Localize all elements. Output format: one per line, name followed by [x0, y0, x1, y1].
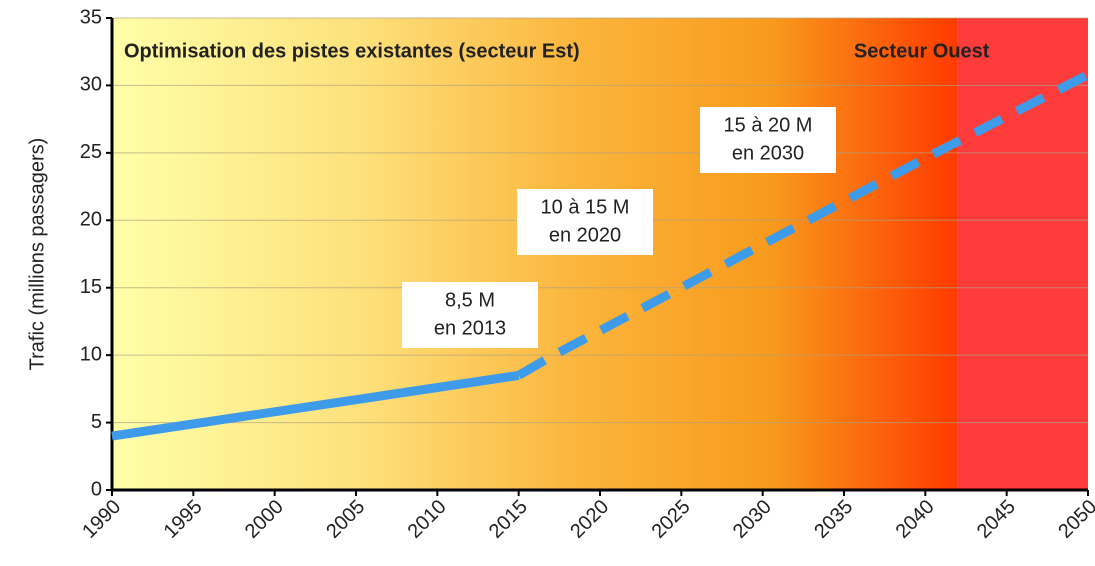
x-tick-label: 2050	[1054, 496, 1095, 543]
x-tick-label: 1990	[78, 496, 125, 543]
x-tick-label: 2005	[322, 496, 369, 543]
annotation-text: 15 à 20 M	[724, 114, 813, 136]
y-tick-label: 5	[91, 411, 102, 433]
series-line	[111, 370, 520, 441]
x-tick-label: 2015	[485, 496, 532, 543]
y-tick-label: 35	[80, 6, 102, 28]
x-tick-label: 2020	[566, 496, 613, 543]
annotation-text: 8,5 M	[445, 289, 495, 311]
y-tick-label: 10	[80, 343, 102, 365]
annotation-box	[700, 107, 836, 173]
region	[957, 18, 1088, 490]
annotation-text: 10 à 15 M	[541, 196, 630, 218]
annotation-text: en 2013	[434, 317, 506, 339]
region-label: Secteur Ouest	[854, 40, 990, 62]
y-tick-label: 0	[91, 478, 102, 500]
x-tick-label: 2035	[810, 496, 857, 543]
x-tick-label: 2010	[404, 496, 451, 543]
series-line	[516, 70, 1091, 380]
annotation-box	[402, 282, 538, 348]
annotation-box	[517, 189, 653, 255]
y-tick-label: 25	[80, 141, 102, 163]
annotation-text: en 2030	[732, 142, 804, 164]
annotation-text: en 2020	[549, 224, 621, 246]
x-tick-label: 2030	[729, 496, 776, 543]
x-tick-label: 2045	[973, 496, 1020, 543]
y-axis-label: Trafic (millions passagers)	[26, 138, 48, 371]
x-tick-label: 2025	[648, 496, 695, 543]
y-tick-label: 15	[80, 276, 102, 298]
x-tick-label: 2040	[892, 496, 939, 543]
x-tick-label: 1995	[160, 496, 207, 543]
y-tick-label: 20	[80, 209, 102, 231]
x-tick-label: 2000	[241, 496, 288, 543]
y-tick-label: 30	[80, 74, 102, 96]
region-label: Optimisation des pistes existantes (sect…	[124, 40, 580, 62]
